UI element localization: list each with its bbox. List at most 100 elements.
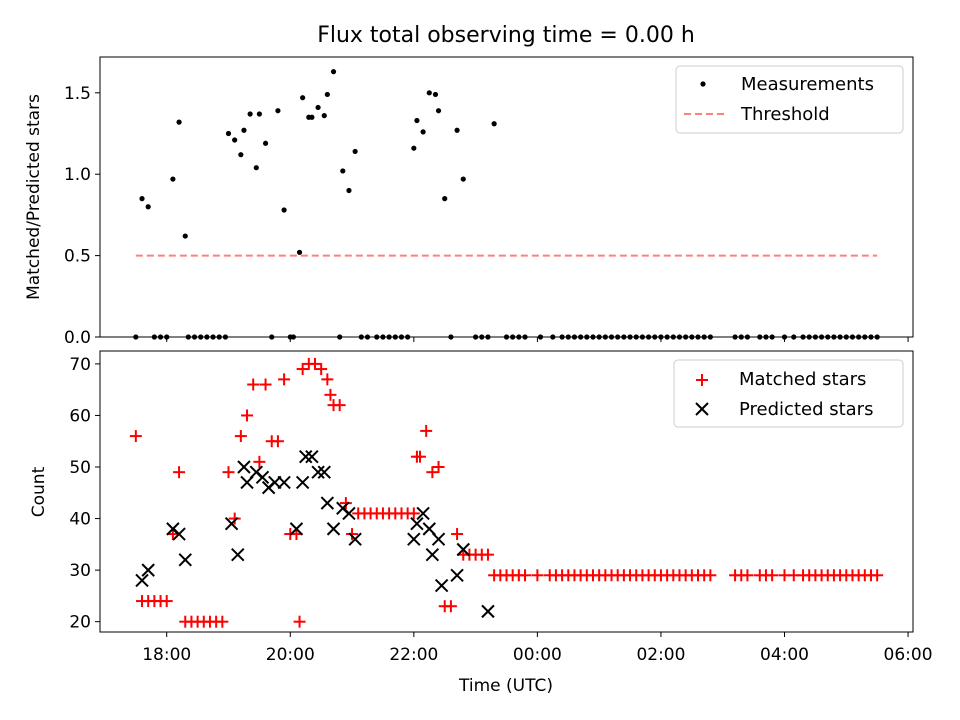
matched-star-point <box>766 569 779 582</box>
ratio-y-tick-label: 1.0 <box>64 165 91 185</box>
measurement-point <box>309 114 315 120</box>
predicted-star-point <box>178 553 192 567</box>
measurement-point <box>256 111 262 117</box>
matched-star-point <box>173 466 186 479</box>
predicted-star-point <box>305 449 319 464</box>
count-panel: 18:00 20:00 22:00 00:00 02:00 04:00 06:00 20 30 4… <box>29 350 933 696</box>
matched-star-point <box>259 378 272 391</box>
x-axis-label: Time (UTC) <box>458 676 553 696</box>
ratio-y-tick-label: 0.0 <box>64 328 91 348</box>
matched-star-point <box>339 497 352 510</box>
predicted-star-point <box>320 496 335 510</box>
matched-legend-label: Matched stars <box>739 369 866 390</box>
matched-star-point <box>481 548 494 561</box>
figure-title: Flux total observing time = 0.00 h <box>317 23 695 48</box>
ratio-legend-box <box>675 65 904 134</box>
predicted-star-point <box>317 465 331 479</box>
predicted-star-point <box>231 547 245 562</box>
measurement-point <box>300 95 306 101</box>
predicted-star-point <box>289 522 304 536</box>
measurement-point <box>225 130 232 137</box>
measurement-point <box>426 90 432 96</box>
matched-star-point <box>253 455 266 468</box>
measurement-point <box>460 176 466 182</box>
measurement-point <box>346 187 352 194</box>
measurement-point <box>420 129 426 135</box>
predicted-star-point <box>224 517 239 531</box>
measurement-point <box>296 249 303 255</box>
matched-star-point <box>333 399 346 412</box>
ratio-y-tick-label: 0.5 <box>64 247 91 267</box>
matched-star-point <box>222 466 235 479</box>
measurement-point <box>238 152 244 158</box>
threshold-legend-label: Threshold <box>740 104 830 125</box>
predicted-star-point <box>434 578 449 593</box>
ratio-axes: 0.0 0.5 1.0 1.5 <box>64 84 909 348</box>
measurement-point <box>491 121 497 127</box>
predicted-star-point <box>481 604 495 619</box>
count-axes: 18:00 20:00 22:00 00:00 02:00 04:00 06:00 20 30 4… <box>69 355 932 665</box>
measurement-point <box>262 140 269 146</box>
predicted-star-point <box>237 460 251 474</box>
count-axes-frame <box>99 350 914 633</box>
matched-star-point <box>234 430 247 443</box>
predicted-star-point <box>277 475 291 490</box>
matched-star-point <box>432 461 445 474</box>
predicted-legend-marker <box>695 402 709 416</box>
matched-star-point <box>741 569 754 582</box>
ratio-legend: Measurements Threshold <box>675 65 904 134</box>
count-y-tick-label: 60 <box>69 406 91 426</box>
matched-star-point <box>321 373 334 386</box>
measurement-point <box>432 91 439 98</box>
matched-star-point <box>278 373 291 386</box>
predicted-legend-label: Predicted stars <box>739 399 873 420</box>
measurement-point <box>145 204 151 210</box>
measurement-point <box>330 69 337 75</box>
ratio-panel: 0.0 0.5 1.0 1.5 Matched/Predicted stars Mea… <box>24 56 914 348</box>
predicted-star-point <box>342 506 356 521</box>
measurement-point <box>139 196 145 202</box>
x-tick-label: 04:00 <box>760 645 809 665</box>
matched-star-point <box>420 424 433 437</box>
matched-star-point <box>426 466 439 479</box>
matched-star-point <box>444 600 457 613</box>
ratio-axes-frame <box>99 56 914 338</box>
predicted-star-point <box>410 517 424 531</box>
matched-star-point <box>160 595 173 608</box>
matched-star-point <box>315 363 328 376</box>
measurement-point <box>176 119 182 125</box>
measurement-point <box>315 104 321 111</box>
measurement-point <box>411 145 417 151</box>
measurement-point <box>247 111 253 117</box>
predicted-star-point <box>425 547 440 562</box>
count-y-tick-label: 50 <box>69 458 91 478</box>
predicted-star-point <box>172 527 186 541</box>
count-plot-area <box>129 357 884 628</box>
count-legend-box <box>673 359 904 428</box>
measurement-point <box>170 176 176 182</box>
measurements-legend-marker <box>700 81 706 87</box>
matched-star-point <box>293 615 306 628</box>
matched-star-point <box>247 378 260 391</box>
measurement-point <box>281 207 287 213</box>
predicted-star-point <box>407 532 421 546</box>
measurement-point <box>414 117 420 124</box>
measurement-point <box>442 196 448 202</box>
x-tick-label: 20:00 <box>266 645 315 665</box>
predicted-star-point <box>255 470 270 485</box>
x-tick-label: 18:00 <box>142 645 191 665</box>
count-y-tick-label: 40 <box>69 510 91 530</box>
measurement-point <box>352 148 358 155</box>
measurement-point <box>253 165 259 171</box>
matched-star-point <box>704 569 717 582</box>
measurement-point <box>232 137 238 143</box>
matched-star-point <box>871 569 884 582</box>
x-tick-label: 22:00 <box>389 645 438 665</box>
measurement-point <box>324 91 330 98</box>
predicted-star-point <box>456 542 470 557</box>
measurement-point <box>321 113 327 119</box>
ratio-y-tick-label: 1.5 <box>64 84 91 104</box>
count-y-tick-label: 20 <box>69 613 91 633</box>
matched-star-point <box>308 357 321 370</box>
predicted-star-point <box>450 568 464 582</box>
